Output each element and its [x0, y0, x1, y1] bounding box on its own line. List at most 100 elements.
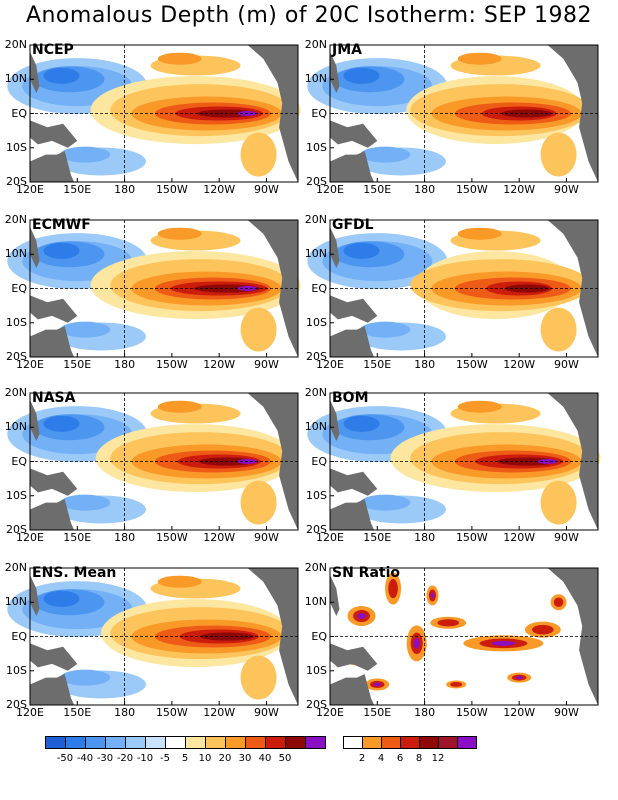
lon-label: 150W — [155, 358, 188, 371]
colorbar-label: -50 — [56, 753, 74, 764]
lat-label: 20S — [306, 523, 327, 536]
colorbar-label: -5 — [160, 753, 170, 764]
lon-label: 120E — [16, 706, 44, 719]
panel-nasa: NASA — [7, 390, 330, 568]
land-philippines — [330, 51, 340, 93]
lon-label: 150E — [63, 706, 92, 719]
anomaly-contour — [43, 415, 80, 432]
lat-label: EQ — [311, 281, 327, 295]
land-new-guinea — [30, 295, 78, 323]
lat-label: 20S — [306, 350, 327, 363]
lat-label: EQ — [311, 454, 327, 468]
land-new-guinea — [30, 643, 78, 671]
lon-label: 120W — [503, 706, 536, 719]
lat-label: EQ — [11, 281, 27, 295]
lon-label: 90W — [254, 358, 279, 371]
anomaly-contour — [240, 132, 277, 177]
land-new-guinea — [30, 120, 78, 148]
colorbar-label: -40 — [76, 753, 94, 764]
lat-label: 10S — [306, 663, 327, 677]
lon-label: 120W — [503, 183, 536, 196]
colorbar-label: -30 — [96, 753, 114, 764]
colorbar-label: 8 — [415, 753, 423, 764]
lon-label: 150W — [155, 531, 188, 544]
anomaly-contour — [491, 640, 516, 646]
panel-title: NASA — [32, 390, 76, 406]
anomaly-contour — [157, 575, 202, 588]
lon-label: 120W — [203, 183, 236, 196]
land-americas — [247, 568, 298, 705]
lat-label: 10S — [6, 488, 27, 502]
colorbar-label: 40 — [258, 753, 272, 764]
anomaly-contour — [240, 307, 277, 352]
land-australia — [330, 326, 375, 357]
lat-label: 10N — [304, 72, 327, 86]
panel-title: SN Ratio — [332, 565, 401, 581]
panel-sn-ratio: SN Ratio — [329, 565, 618, 743]
lat-label: EQ — [11, 106, 27, 120]
anomaly-contour — [360, 146, 411, 163]
colorbar-swatch — [165, 736, 186, 749]
lon-label: 150W — [455, 358, 488, 371]
lon-label: 180 — [114, 358, 136, 371]
lon-label: 120W — [203, 531, 236, 544]
land-new-guinea — [30, 468, 78, 496]
colorbar-swatch — [245, 736, 266, 749]
lat-label: 10N — [4, 420, 27, 434]
land-australia — [30, 151, 75, 182]
panel-ecmwf: ECMWF — [7, 217, 330, 395]
lon-label: 150W — [455, 706, 488, 719]
lat-label: 20N — [304, 38, 327, 51]
colorbar-swatch — [285, 736, 306, 749]
colorbar-swatch — [419, 736, 439, 749]
lat-label: EQ — [11, 454, 27, 468]
map-bom — [307, 392, 601, 531]
colorbar-swatch — [457, 736, 477, 749]
panel-title: GFDL — [332, 217, 374, 233]
anomaly-contour — [515, 676, 523, 680]
colorbar-swatch — [362, 736, 382, 749]
land-new-guinea — [330, 295, 378, 323]
land-americas — [247, 393, 298, 530]
panel-title: ENS. Mean — [32, 565, 117, 581]
lon-label: 90W — [254, 706, 279, 719]
panel-bom: BOM — [307, 390, 618, 568]
lat-label: EQ — [11, 629, 27, 643]
anomaly-contour — [240, 655, 277, 700]
land-philippines — [330, 574, 340, 616]
anomaly-contour — [43, 590, 80, 607]
anomaly-contour — [532, 624, 554, 635]
anomaly-contour — [240, 480, 277, 525]
land-australia — [30, 499, 75, 530]
lat-label: 20N — [4, 213, 27, 226]
lon-label: 180 — [414, 183, 436, 196]
panel-jma: JMA — [307, 42, 618, 220]
lon-label: 150E — [363, 358, 392, 371]
land-philippines — [330, 399, 340, 441]
lat-label: 10S — [6, 315, 27, 329]
land-new-guinea — [330, 468, 378, 496]
anomaly-contour — [360, 494, 411, 511]
lon-label: 120W — [503, 358, 536, 371]
anomaly-contour — [360, 321, 411, 338]
colorbar-swatch — [381, 736, 401, 749]
lat-label: 20S — [306, 175, 327, 188]
lon-label: 120E — [316, 358, 344, 371]
colorbar-label: -20 — [116, 753, 134, 764]
lon-label: 180 — [414, 706, 436, 719]
land-americas — [547, 45, 598, 182]
lon-label: 150E — [363, 183, 392, 196]
panel-title: NCEP — [32, 42, 74, 58]
map-ens-mean — [7, 567, 299, 706]
anomaly-contour — [540, 480, 577, 525]
colorbar-sn-ratio: 2 4 6 8 12 — [343, 735, 478, 764]
anomaly-contour — [540, 307, 577, 352]
lat-label: 10N — [304, 247, 327, 261]
anomaly-contour — [60, 669, 111, 686]
lat-label: 10S — [6, 663, 27, 677]
colorbar-swatch — [305, 736, 326, 749]
lon-label: 150W — [455, 531, 488, 544]
anomaly-contour — [457, 400, 502, 413]
lon-label: 180 — [114, 706, 136, 719]
lat-label: 20S — [6, 523, 27, 536]
